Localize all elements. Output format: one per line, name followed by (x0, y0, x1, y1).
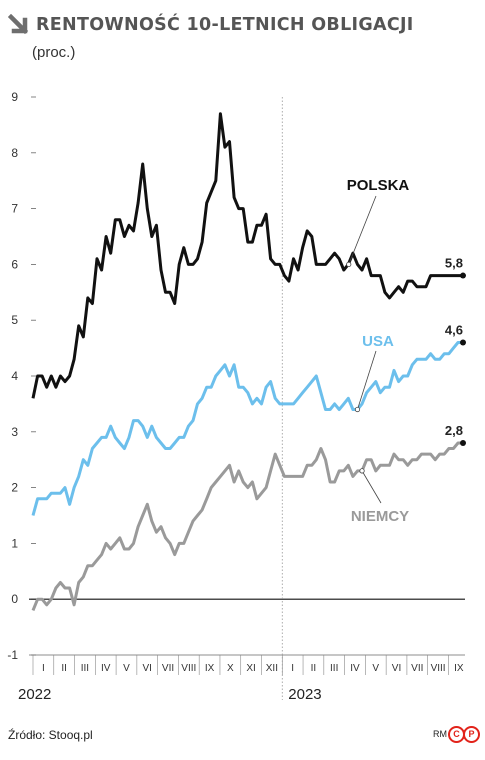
leader-line (361, 470, 382, 504)
y-tick-label: 8 (11, 146, 18, 160)
y-tick-label: 2 (11, 481, 18, 495)
series-line-polska (31, 112, 463, 399)
end-point-marker (460, 339, 466, 346)
leader-marker (359, 468, 365, 474)
x-month-label: V (372, 663, 379, 674)
x-month-label: VII (162, 663, 174, 674)
y-tick-label: 1 (11, 536, 18, 550)
x-month-label: I (42, 663, 45, 674)
end-value-label: 5,8 (445, 256, 463, 271)
label-layer: 5,8 4,6 2,8 POLSKA USA NIEMCY (346, 177, 463, 525)
y-tick-label: 6 (11, 257, 18, 271)
y-tick-label: 7 (11, 202, 18, 216)
x-month-label: VIII (181, 663, 196, 674)
credit-initials: RM (433, 729, 447, 739)
x-month-label: IX (454, 663, 464, 674)
series-name-label: USA (362, 333, 394, 350)
series-line-usa (31, 341, 463, 516)
x-month-label: VIII (431, 663, 446, 674)
x-month-label: VI (392, 663, 401, 674)
series-name-label: NIEMCY (351, 508, 409, 525)
chart-subtitle: (proc.) (32, 44, 76, 61)
end-point-marker (460, 272, 466, 279)
y-tick-label: 5 (11, 313, 18, 327)
chart-title: RENTOWNOŚĆ 10-LETNICH OBLIGACJI (36, 15, 414, 35)
x-month-label: XII (266, 663, 278, 674)
series-line-niemcy (31, 441, 463, 611)
x-month-label: XI (246, 663, 255, 674)
x-month-label: VI (143, 663, 152, 674)
y-tick-label: -1 (7, 648, 18, 662)
x-month-label: III (81, 663, 89, 674)
end-value-label: 2,8 (445, 423, 463, 438)
end-value-label: 4,6 (445, 323, 463, 338)
y-tick-label: 3 (11, 425, 18, 439)
y-tick-label: 0 (11, 592, 18, 606)
y-tick-label: 9 (11, 90, 18, 104)
series-name-label: POLSKA (347, 177, 410, 194)
title-block: RENTOWNOŚĆ 10-LETNICH OBLIGACJI (8, 14, 414, 36)
x-month-label: X (227, 663, 234, 674)
x-month-label: IV (350, 663, 360, 674)
x-month-label: IX (205, 663, 215, 674)
leader-line (348, 195, 377, 265)
source-note: Źródło: Stooq.pl (8, 728, 93, 742)
series-layer (31, 112, 466, 611)
publisher-logo-p: P (463, 726, 480, 743)
arrow-down-right-icon (8, 14, 29, 35)
leader-marker (346, 261, 352, 267)
year-label: 2023 (288, 686, 321, 703)
x-month-label: II (311, 663, 317, 674)
leader-marker (354, 406, 361, 413)
x-month-label: I (291, 663, 294, 674)
x-month-label: II (61, 663, 67, 674)
x-month-label: III (330, 663, 338, 674)
x-month-label: IV (101, 663, 111, 674)
leader-line (357, 350, 377, 410)
x-month-label: V (123, 663, 130, 674)
end-point-marker (460, 439, 466, 446)
y-tick-label: 4 (11, 369, 18, 383)
x-month-label: VII (411, 663, 423, 674)
year-label: 2022 (18, 686, 51, 703)
